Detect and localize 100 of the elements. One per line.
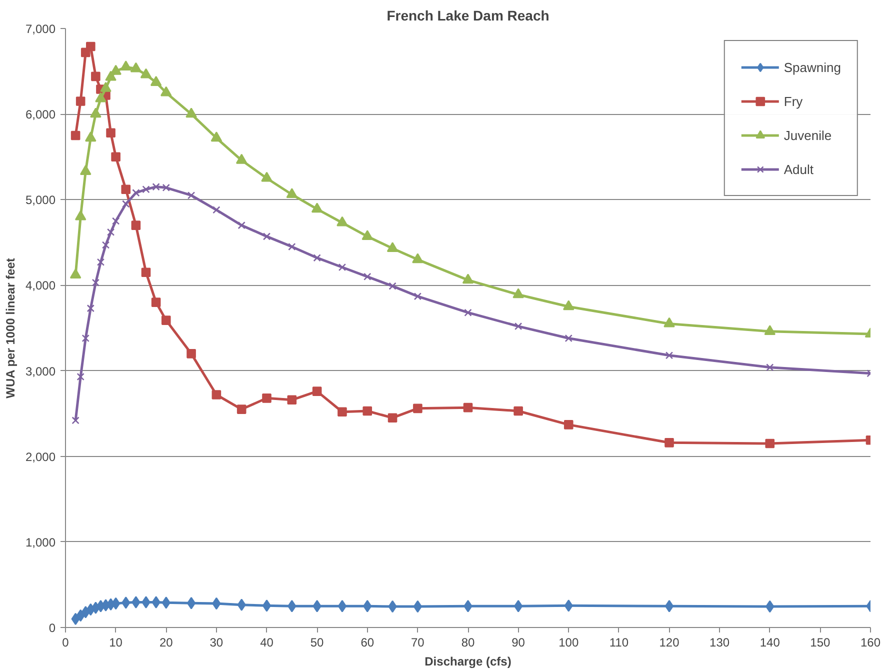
y-tick-label: 5,000 bbox=[25, 193, 56, 208]
point bbox=[564, 420, 574, 430]
point bbox=[236, 404, 246, 414]
point bbox=[412, 253, 424, 264]
point bbox=[514, 322, 522, 330]
point bbox=[72, 416, 80, 424]
point bbox=[161, 316, 171, 325]
point bbox=[362, 230, 374, 240]
point bbox=[388, 413, 398, 422]
point bbox=[186, 596, 196, 610]
point bbox=[414, 292, 422, 300]
point bbox=[95, 92, 106, 102]
point bbox=[76, 372, 84, 381]
point bbox=[664, 600, 674, 612]
point bbox=[462, 274, 474, 284]
point bbox=[665, 352, 674, 360]
y-tick-label: 6,000 bbox=[25, 108, 56, 122]
point bbox=[564, 600, 573, 612]
point bbox=[463, 402, 473, 412]
point bbox=[105, 70, 116, 81]
point bbox=[92, 278, 100, 286]
point bbox=[130, 62, 142, 72]
point bbox=[288, 242, 296, 251]
point bbox=[102, 241, 110, 249]
point bbox=[132, 188, 140, 197]
point bbox=[464, 308, 472, 316]
y-tick-label: 3,000 bbox=[25, 364, 56, 378]
point bbox=[110, 64, 122, 75]
point bbox=[162, 596, 170, 609]
x-tick-label: 120 bbox=[659, 636, 680, 650]
y-axis-title: WUA per 1000 linear feet bbox=[3, 258, 18, 398]
y-tick-label: 2,000 bbox=[25, 450, 56, 464]
point bbox=[120, 60, 132, 71]
x-tick-label: 50 bbox=[310, 636, 324, 650]
point bbox=[82, 334, 90, 342]
point bbox=[287, 395, 297, 405]
point bbox=[514, 600, 523, 612]
x-tick-label: 130 bbox=[710, 636, 730, 650]
point bbox=[142, 186, 150, 194]
x-tick-label: 150 bbox=[810, 636, 831, 650]
point bbox=[237, 598, 246, 611]
point bbox=[142, 596, 150, 608]
x-tick-label: 60 bbox=[360, 636, 374, 650]
point bbox=[212, 390, 222, 400]
x-tick-label: 70 bbox=[411, 636, 425, 650]
point bbox=[186, 108, 197, 118]
point bbox=[562, 300, 574, 310]
point bbox=[514, 406, 523, 416]
point bbox=[187, 192, 196, 200]
point bbox=[386, 242, 398, 252]
point bbox=[413, 600, 422, 613]
point bbox=[210, 132, 222, 142]
y-tick-label: 0 bbox=[48, 621, 56, 635]
point bbox=[141, 268, 151, 278]
point bbox=[132, 596, 140, 608]
y-tick-label: 1,000 bbox=[25, 535, 56, 550]
point bbox=[91, 72, 100, 82]
x-tick-label: 40 bbox=[260, 636, 274, 650]
legend-label: Adult bbox=[784, 162, 814, 176]
point bbox=[766, 364, 774, 372]
point bbox=[162, 184, 170, 192]
point bbox=[152, 596, 160, 608]
point bbox=[262, 394, 272, 403]
point bbox=[362, 406, 372, 416]
point bbox=[111, 152, 120, 162]
point bbox=[664, 317, 675, 328]
legend-label: Juvenile bbox=[784, 128, 832, 142]
x-tick-label: 90 bbox=[512, 636, 526, 650]
x-tick-label: 30 bbox=[210, 636, 224, 650]
point bbox=[86, 42, 96, 52]
point bbox=[86, 304, 94, 312]
point bbox=[151, 298, 161, 307]
y-tick-label: 4,000 bbox=[25, 278, 56, 293]
point bbox=[212, 206, 220, 214]
point bbox=[96, 258, 105, 266]
point bbox=[106, 128, 116, 138]
point bbox=[74, 210, 86, 220]
point bbox=[186, 349, 196, 358]
point bbox=[122, 200, 130, 208]
point bbox=[236, 154, 248, 164]
point bbox=[106, 228, 115, 236]
point bbox=[76, 96, 86, 106]
point bbox=[150, 76, 162, 86]
point bbox=[312, 386, 322, 396]
x-tick-label: 80 bbox=[461, 636, 475, 650]
point bbox=[262, 232, 271, 240]
x-tick-label: 0 bbox=[62, 636, 70, 650]
point bbox=[80, 164, 92, 175]
y-tick-label: 7,000 bbox=[25, 22, 56, 36]
x-tick-label: 100 bbox=[558, 636, 579, 650]
point bbox=[338, 407, 347, 417]
point bbox=[112, 217, 120, 225]
point bbox=[286, 188, 298, 198]
point bbox=[364, 272, 372, 280]
point bbox=[160, 86, 172, 96]
x-tick-label: 20 bbox=[159, 636, 174, 650]
point bbox=[131, 220, 141, 230]
x-tick-label: 10 bbox=[109, 636, 123, 650]
point bbox=[664, 438, 674, 448]
legend-label: Fry bbox=[784, 94, 804, 108]
